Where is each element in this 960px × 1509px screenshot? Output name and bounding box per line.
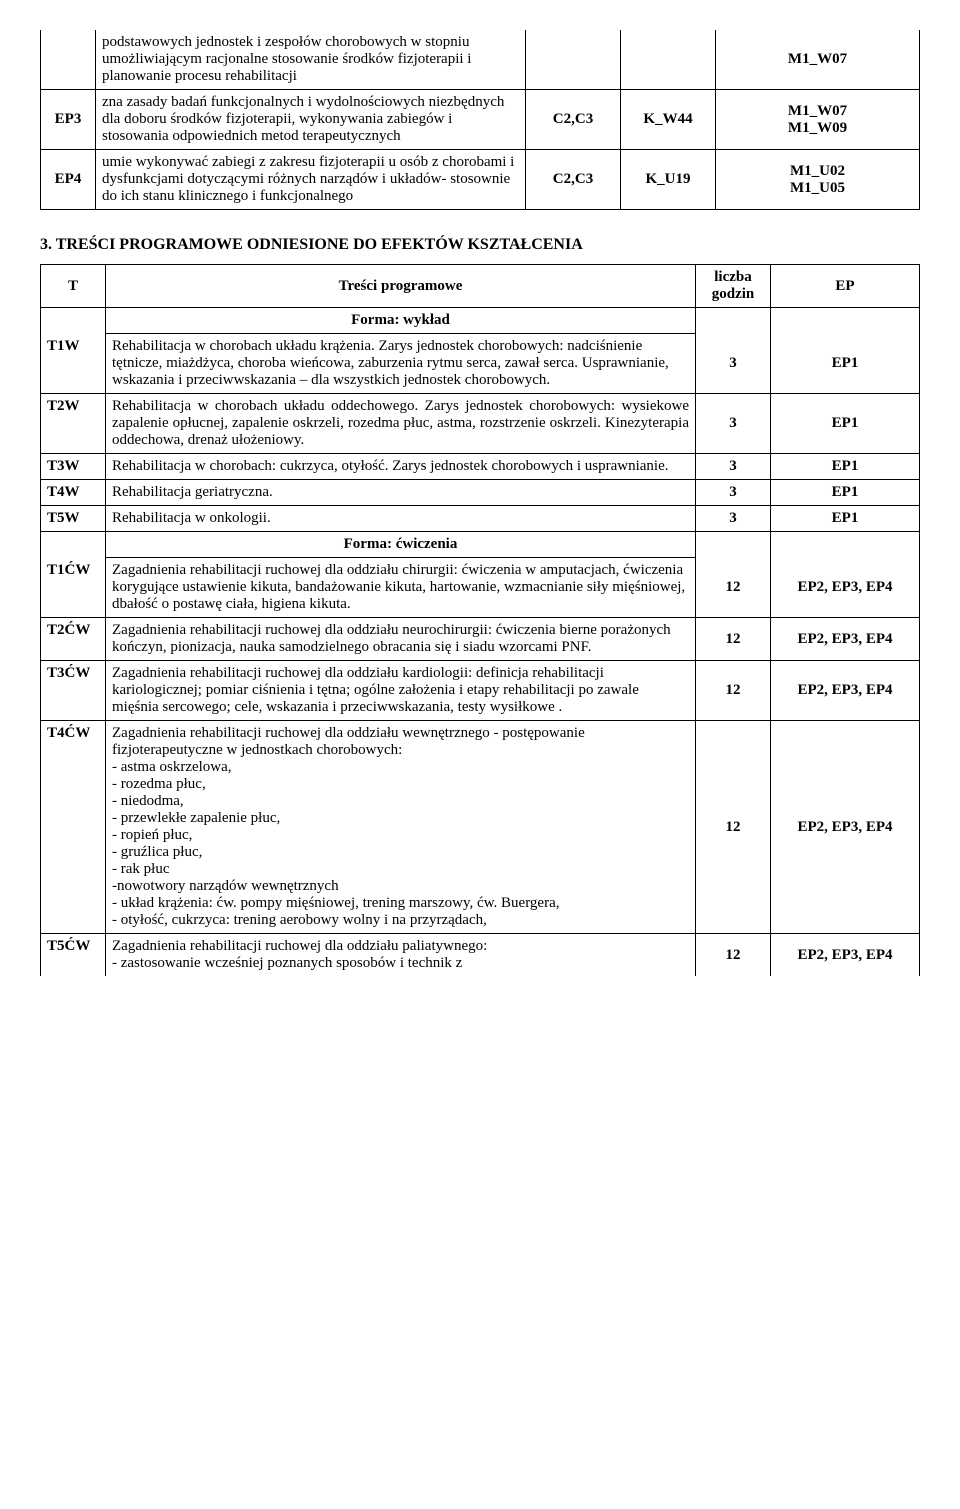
competencies-table: podstawowych jednostek i zespołów chorob… [40,30,920,210]
form-row: Forma: ćwiczenia [41,532,920,558]
ep-cell: EP1 [771,394,920,454]
col4-cell [621,30,716,90]
form-row: Forma: wykład [41,308,920,334]
hours-cell: 12 [696,661,771,721]
hours-cell: 12 [696,934,771,977]
desc-cell: Rehabilitacja w chorobach: cukrzyca, oty… [106,454,696,480]
hours-cell: 3 [696,394,771,454]
table-row: EP4 umie wykonywać zabiegi z zakresu fiz… [41,150,920,210]
hours-cell: 12 [696,721,771,934]
desc-cell: Rehabilitacja w chorobach układu oddecho… [106,394,696,454]
ep-cell: EP1 [771,454,920,480]
code-cell [41,30,96,90]
desc-cell: Zagadnienia rehabilitacji ruchowej dla o… [106,558,696,618]
ep-cell: EP1 [771,506,920,532]
table-row: T5W Rehabilitacja w onkologii. 3 EP1 [41,506,920,532]
col5-cell: M1_W07 M1_W09 [716,90,920,150]
desc-cell: Rehabilitacja geriatryczna. [106,480,696,506]
table-row: T1W Rehabilitacja w chorobach układu krą… [41,334,920,394]
code-cell: T1W [41,334,106,394]
code-cell: EP4 [41,150,96,210]
desc-cell: Zagadnienia rehabilitacji ruchowej dla o… [106,661,696,721]
table-row: T4ĆW Zagadnienia rehabilitacji ruchowej … [41,721,920,934]
hours-cell: 12 [696,558,771,618]
table-row: T4W Rehabilitacja geriatryczna. 3 EP1 [41,480,920,506]
desc-cell: podstawowych jednostek i zespołów chorob… [96,30,526,90]
col-hours: liczba godzin [696,265,771,308]
hours-cell: 3 [696,334,771,394]
hours-cell: 3 [696,480,771,506]
ep-cell: EP1 [771,480,920,506]
hours-cell: 3 [696,506,771,532]
code-cell: T5W [41,506,106,532]
ep-cell: EP2, EP3, EP4 [771,721,920,934]
desc-cell: Zagadnienia rehabilitacji ruchowej dla o… [106,934,696,977]
ep-cell: EP1 [771,334,920,394]
table-row: podstawowych jednostek i zespołów chorob… [41,30,920,90]
col-t: T [41,265,106,308]
code-cell: T4ĆW [41,721,106,934]
col4-cell: K_W44 [621,90,716,150]
desc-cell: Rehabilitacja w chorobach układu krążeni… [106,334,696,394]
col5-cell: M1_W07 [716,30,920,90]
table-row: T5ĆW Zagadnienia rehabilitacji ruchowej … [41,934,920,977]
col-ep: EP [771,265,920,308]
desc-cell: Zagadnienia rehabilitacji ruchowej dla o… [106,618,696,661]
section-heading: 3. TREŚCI PROGRAMOWE ODNIESIONE DO EFEKT… [40,236,920,254]
desc-cell: zna zasady badań funkcjonalnych i wydoln… [96,90,526,150]
table-row: T2W Rehabilitacja w chorobach układu odd… [41,394,920,454]
col-desc: Treści programowe [106,265,696,308]
ep-cell: EP2, EP3, EP4 [771,558,920,618]
code-cell: T3W [41,454,106,480]
hours-cell: 12 [696,618,771,661]
desc-cell: umie wykonywać zabiegi z zakresu fizjote… [96,150,526,210]
form-label: Forma: ćwiczenia [106,532,696,558]
code-cell: T1ĆW [41,558,106,618]
form-label: Forma: wykład [106,308,696,334]
ep-cell: EP2, EP3, EP4 [771,661,920,721]
table-row: EP3 zna zasady badań funkcjonalnych i wy… [41,90,920,150]
col5-cell: M1_U02 M1_U05 [716,150,920,210]
code-cell: EP3 [41,90,96,150]
table-row: T2ĆW Zagadnienia rehabilitacji ruchowej … [41,618,920,661]
code-cell: T4W [41,480,106,506]
col4-cell: K_U19 [621,150,716,210]
table-header-row: T Treści programowe liczba godzin EP [41,265,920,308]
hours-cell: 3 [696,454,771,480]
table-row: T3ĆW Zagadnienia rehabilitacji ruchowej … [41,661,920,721]
col3-cell: C2,C3 [526,90,621,150]
col3-cell [526,30,621,90]
code-cell: T5ĆW [41,934,106,977]
col3-cell: C2,C3 [526,150,621,210]
code-cell: T3ĆW [41,661,106,721]
code-cell: T2ĆW [41,618,106,661]
code-cell: T2W [41,394,106,454]
ep-cell: EP2, EP3, EP4 [771,934,920,977]
program-content-table: T Treści programowe liczba godzin EP For… [40,264,920,976]
table-row: T3W Rehabilitacja w chorobach: cukrzyca,… [41,454,920,480]
desc-cell: Zagadnienia rehabilitacji ruchowej dla o… [106,721,696,934]
ep-cell: EP2, EP3, EP4 [771,618,920,661]
desc-cell: Rehabilitacja w onkologii. [106,506,696,532]
table-row: T1ĆW Zagadnienia rehabilitacji ruchowej … [41,558,920,618]
